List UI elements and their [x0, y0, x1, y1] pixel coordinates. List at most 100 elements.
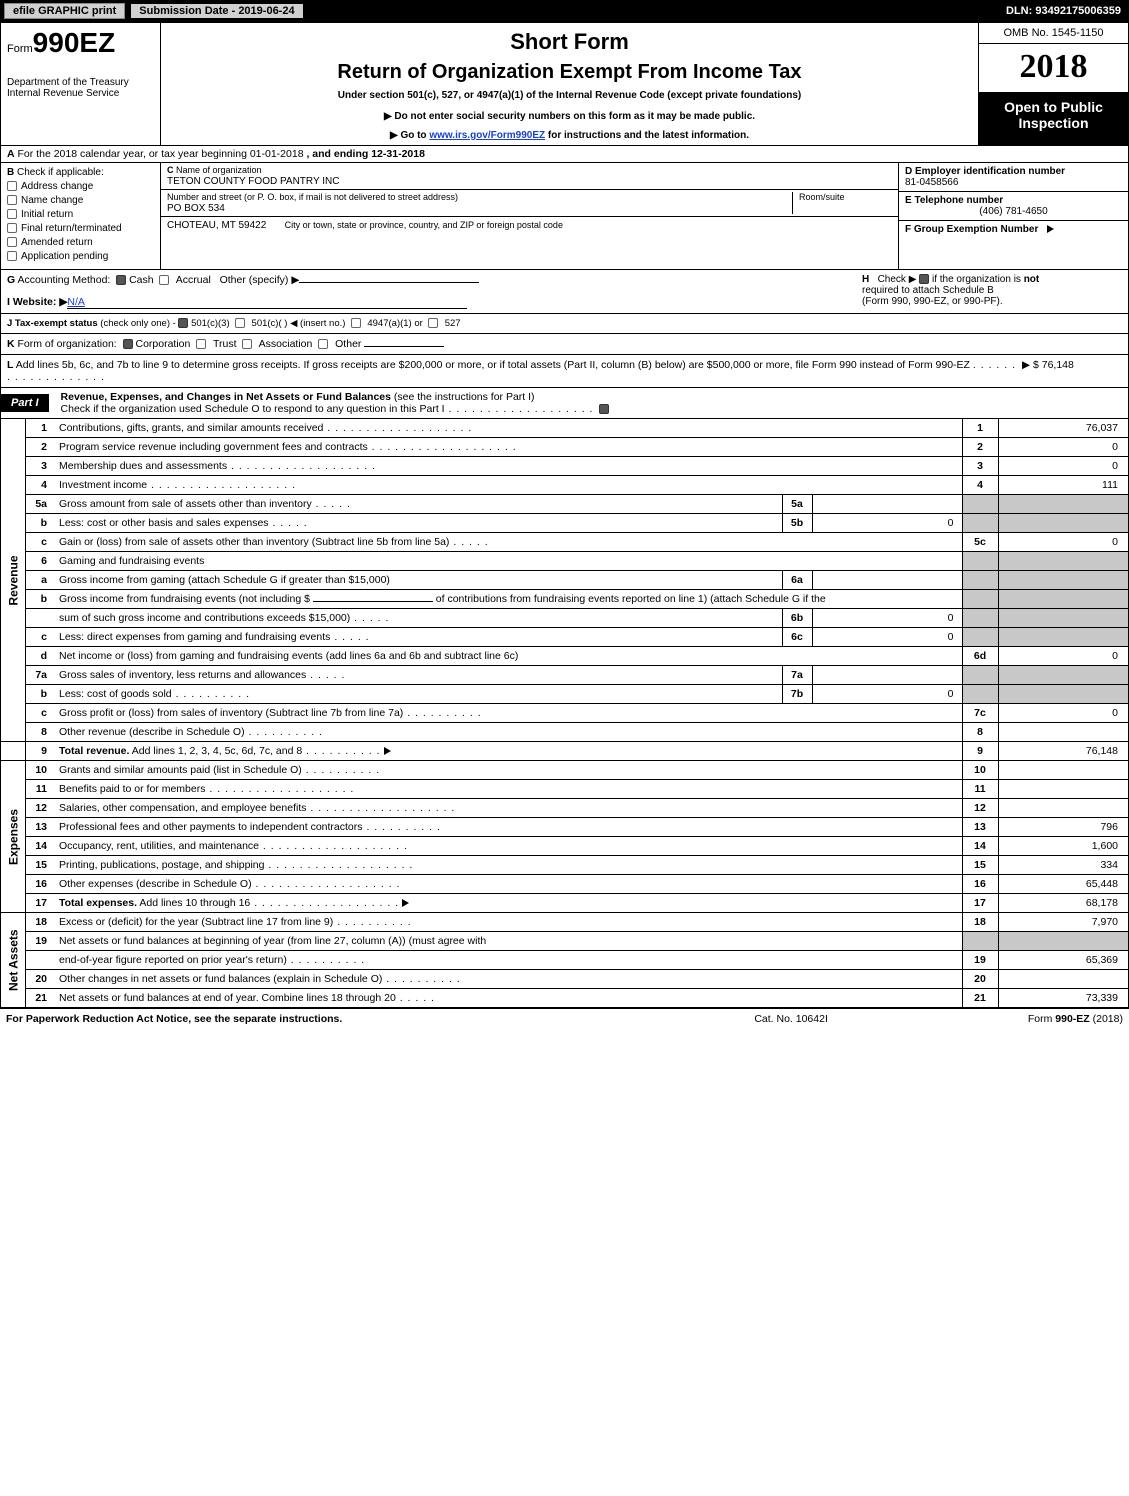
table-row: a Gross income from gaming (attach Sched… — [1, 571, 1128, 590]
line-text-bold: Total revenue. — [59, 745, 129, 757]
open-public: Open to Public Inspection — [979, 93, 1128, 145]
table-row: 2 Program service revenue including gove… — [1, 438, 1128, 457]
checkbox-icon[interactable] — [196, 339, 206, 349]
checkbox-icon[interactable] — [7, 181, 17, 191]
blank-input[interactable] — [313, 601, 433, 602]
b-addr: Address change — [21, 181, 93, 192]
k-corp: Corporation — [136, 338, 191, 350]
line-num: 8 — [25, 723, 55, 742]
instr-goto: ▶ Go to www.irs.gov/Form990EZ for instru… — [169, 130, 970, 141]
line-box: 13 — [962, 818, 998, 837]
checkbox-filled-icon[interactable] — [178, 318, 188, 328]
line-amt-grey — [998, 932, 1128, 951]
checkbox-icon[interactable] — [242, 339, 252, 349]
line-box-grey — [962, 495, 998, 514]
checkbox-icon[interactable] — [428, 318, 438, 328]
checkbox-icon[interactable] — [7, 223, 17, 233]
line-num: c — [25, 533, 55, 552]
checkbox-filled-icon[interactable] — [123, 339, 133, 349]
checkbox-icon[interactable] — [7, 251, 17, 261]
line-box-grey — [962, 628, 998, 647]
table-row: 13 Professional fees and other payments … — [1, 818, 1128, 837]
inner-val: 0 — [812, 628, 962, 647]
footer-form-post: (2018) — [1090, 1013, 1123, 1025]
line-num: 12 — [25, 799, 55, 818]
line-amt: 796 — [998, 818, 1128, 837]
line-box: 11 — [962, 780, 998, 799]
line-amt: 0 — [998, 647, 1128, 666]
line-text: Gross profit or (loss) from sales of inv… — [59, 707, 403, 719]
line-amt — [998, 970, 1128, 989]
inner-num: 5a — [782, 495, 812, 514]
line-text: Net assets or fund balances at end of ye… — [59, 992, 396, 1004]
line-amt-grey — [998, 514, 1128, 533]
k-assoc: Association — [259, 338, 313, 350]
checkbox-filled-icon[interactable] — [599, 404, 609, 414]
line-num — [25, 951, 55, 970]
line-box: 20 — [962, 970, 998, 989]
line-text: Program service revenue including govern… — [59, 441, 517, 453]
k-other-input[interactable] — [364, 346, 444, 347]
a-text1: For the 2018 calendar year, or tax year … — [18, 148, 304, 160]
line-num: 9 — [25, 742, 55, 761]
triangle-icon — [1047, 225, 1054, 233]
h-label: H — [862, 274, 869, 285]
instr-goto-pre: ▶ Go to — [390, 130, 429, 141]
checkbox-icon[interactable] — [159, 275, 169, 285]
inner-num: 7a — [782, 666, 812, 685]
instr-ssn: ▶ Do not enter social security numbers o… — [169, 111, 970, 122]
line-num: d — [25, 647, 55, 666]
line-box-grey — [962, 590, 998, 609]
form-number: Form990EZ — [7, 27, 154, 59]
line-box: 21 — [962, 989, 998, 1008]
phone-value: (406) 781-4650 — [905, 206, 1122, 217]
efile-print-button[interactable]: efile GRAPHIC print — [4, 3, 125, 19]
box-def: D Employer identification number 81-0458… — [898, 163, 1128, 269]
checkbox-icon[interactable] — [7, 237, 17, 247]
revenue-side-label: Revenue — [1, 419, 25, 742]
table-row: 7a Gross sales of inventory, less return… — [1, 666, 1128, 685]
checkbox-icon[interactable] — [318, 339, 328, 349]
table-row: b Less: cost or other basis and sales ex… — [1, 514, 1128, 533]
line-num: 6 — [25, 552, 55, 571]
checkbox-icon[interactable] — [7, 209, 17, 219]
inner-val — [812, 571, 962, 590]
checkbox-filled-icon[interactable] — [116, 275, 126, 285]
d-label: D Employer identification number — [905, 166, 1122, 177]
checkbox-icon[interactable] — [351, 318, 361, 328]
table-row: 3 Membership dues and assessments 3 0 — [1, 457, 1128, 476]
line-num: b — [25, 685, 55, 704]
line-amt: 1,600 — [998, 837, 1128, 856]
a-text2: , and ending 12-31-2018 — [306, 148, 424, 160]
f-label: F Group Exemption Number — [905, 224, 1038, 235]
part1-paren: (see the instructions for Part I) — [394, 391, 535, 403]
footer-form-pre: Form — [1028, 1013, 1055, 1025]
website-value[interactable]: N/A — [67, 296, 467, 309]
irs-link[interactable]: www.irs.gov/Form990EZ — [429, 130, 545, 141]
checkbox-icon[interactable] — [7, 195, 17, 205]
g-other-input[interactable] — [299, 282, 479, 283]
checkbox-icon[interactable] — [235, 318, 245, 328]
form-prefix: Form — [7, 43, 33, 55]
line-num: 16 — [25, 875, 55, 894]
line-amt: 76,148 — [998, 742, 1128, 761]
line-box: 18 — [962, 913, 998, 932]
line-amt-grey — [998, 571, 1128, 590]
e-label: E Telephone number — [905, 195, 1122, 206]
j-sub: (check only one) - — [100, 318, 176, 329]
netassets-side-label: Net Assets — [1, 913, 25, 1008]
line-box: 8 — [962, 723, 998, 742]
line-text: Printing, publications, postage, and shi… — [59, 859, 264, 871]
line-num: a — [25, 571, 55, 590]
form-container: Form990EZ Department of the Treasury Int… — [0, 22, 1129, 1009]
part1-tag: Part I — [1, 394, 49, 412]
open-line2: Inspection — [1018, 115, 1088, 131]
form-990ez: 990EZ — [33, 27, 116, 58]
line-amt: 73,339 — [998, 989, 1128, 1008]
table-row: c Gross profit or (loss) from sales of i… — [1, 704, 1128, 723]
table-row: 20 Other changes in net assets or fund b… — [1, 970, 1128, 989]
h-text3: (Form 990, 990-EZ, or 990-PF). — [862, 296, 1122, 307]
checkbox-filled-icon[interactable] — [919, 274, 929, 284]
line-amt — [998, 761, 1128, 780]
line-box: 4 — [962, 476, 998, 495]
